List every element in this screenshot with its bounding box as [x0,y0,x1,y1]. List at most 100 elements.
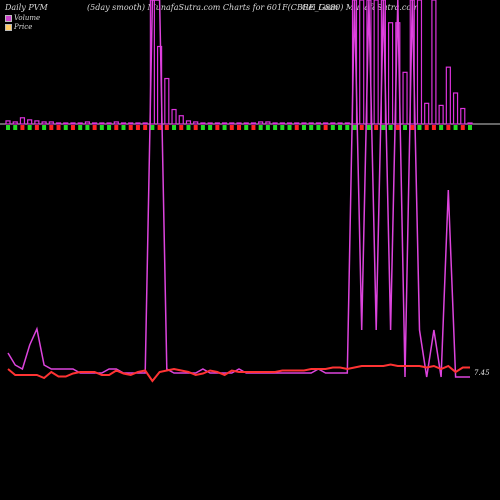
volume-change-marker [460,125,465,130]
volume-bar [272,122,278,125]
volume-bar [308,122,314,125]
volume-bar [236,122,242,125]
volume-bar [113,121,119,125]
volume-change-marker [6,125,10,130]
volume-change-marker [330,125,335,130]
volume-bar [99,122,105,125]
volume-change-marker [237,125,241,130]
volume-bar [460,107,466,125]
volume-change-marker [49,125,54,130]
legend-price-swatch [5,23,12,31]
legend-volume-label: Volume [14,14,41,22]
volume-bar [214,122,220,125]
volume-change-marker [42,125,47,130]
legend-price-label: Price [14,23,33,31]
volume-change-marker [208,125,213,130]
volume-bar [34,120,40,125]
volume-change-marker [381,125,386,130]
volume-bar [120,122,127,125]
volume-bar [221,122,228,125]
volume-change-marker [338,125,343,130]
volume-change-marker [229,125,234,130]
volume-change-marker [20,125,25,130]
volume-bar [315,122,322,125]
volume-change-marker [352,125,357,130]
volume-bar [55,122,62,125]
volume-change-marker [410,125,415,130]
volume-bar [416,0,423,125]
volume-change-marker [287,125,292,130]
volume-bar [135,122,141,125]
price-tick-label: 7.45 [474,369,490,377]
volume-change-marker [323,125,328,130]
volume-bar [445,66,451,125]
volume-change-marker [107,125,112,130]
volume-bar [70,122,76,125]
volume-bar [250,122,257,125]
legend-price: Price [5,23,32,31]
volume-change-marker [222,125,227,130]
volume-change-marker [99,125,104,130]
volume-change-marker [200,125,205,130]
volume-change-marker [172,125,177,130]
volume-change-marker [143,125,148,130]
volume-change-marker [70,125,75,130]
legend-volume-swatch [5,14,12,22]
volume-change-marker [164,125,169,130]
volume-bar [106,122,112,125]
volume-bar [452,92,459,125]
volume-change-marker [301,125,306,130]
volume-bar [207,122,213,125]
volume-change-marker [179,125,184,130]
volume-bar [431,0,437,125]
volume-line [7,0,470,378]
volume-bar [77,122,83,125]
volume-bar [344,122,350,125]
volume-change-marker [150,125,155,130]
volume-bar [438,104,444,125]
volume-change-marker [186,125,191,130]
price-line [7,363,470,383]
volume-bar [171,108,177,125]
volume-bar [48,121,54,125]
volume-change-marker [121,125,126,130]
volume-bar [330,122,336,125]
volume-bar [193,121,199,125]
volume-bar [92,122,98,125]
volume-bar [128,122,134,125]
volume-bar [337,122,343,125]
volume-change-marker [215,125,220,130]
volume-bar [164,77,170,125]
volume-bar [424,102,430,125]
volume-change-marker [345,125,350,130]
volume-change-marker [157,125,162,130]
volume-bar [185,120,192,125]
volume-bar [19,117,26,125]
volume-change-marker [258,125,263,130]
volume-bar [229,122,235,125]
volume-change-marker [114,125,119,130]
volume-bar [258,121,264,125]
volume-change-marker [78,125,83,130]
volume-bar [142,122,148,125]
volume-change-marker [316,125,321,130]
volume-change-marker [63,125,68,130]
volume-change-marker [34,125,39,130]
volume-bar [294,122,300,125]
volume-change-marker [309,125,314,130]
chart-label-right: Gei Loan [302,3,339,12]
volume-change-marker [366,125,371,130]
volume-change-marker [446,125,451,130]
legend-volume: Volume [5,14,40,22]
volume-change-marker [273,125,278,130]
volume-change-marker [135,125,140,130]
volume-change-marker [417,125,422,130]
volume-bar [467,122,473,125]
volume-change-marker [294,125,299,130]
volume-change-marker [251,125,256,130]
volume-change-marker [27,125,32,130]
volume-bar [286,122,293,125]
volume-bar [200,122,206,125]
volume-change-marker [424,125,429,130]
